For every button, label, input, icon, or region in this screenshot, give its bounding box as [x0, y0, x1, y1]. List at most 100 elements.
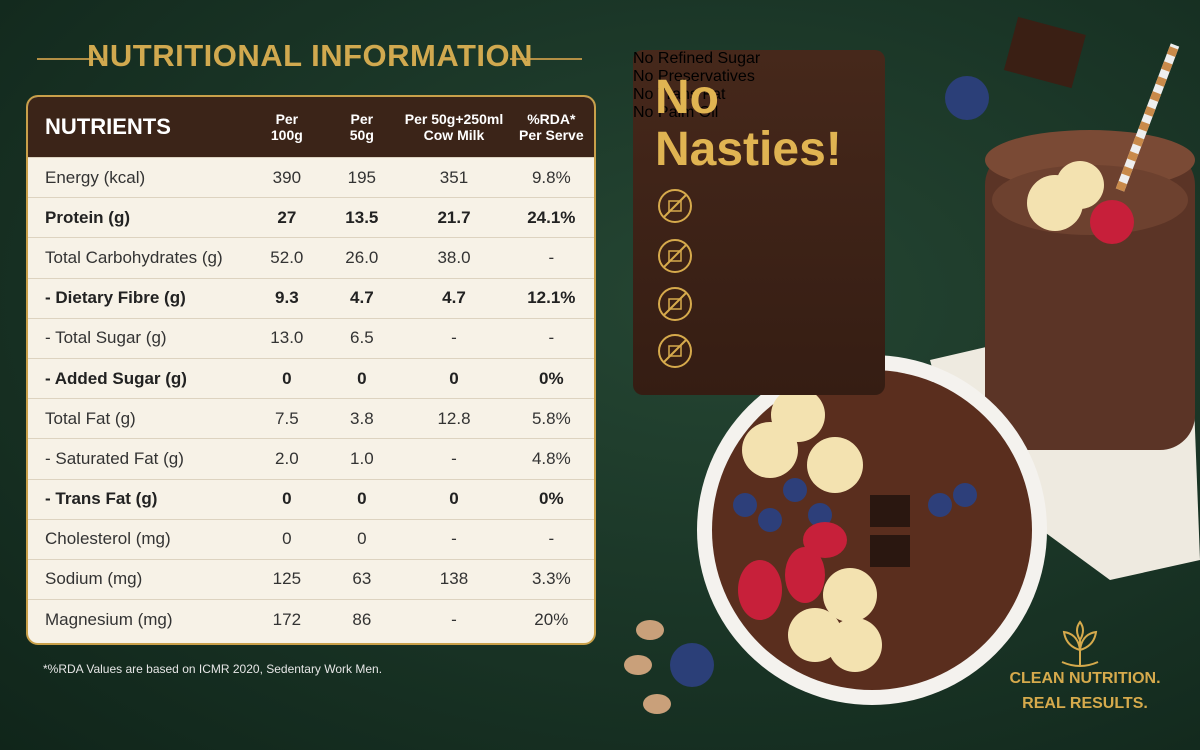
table-row: - Added Sugar (g) 0 0 0 0% [28, 357, 594, 399]
badge-title: No Nasties! [655, 71, 842, 176]
table-cell: 6.5 [324, 317, 400, 359]
table-cell: 0 [249, 478, 325, 520]
header-cell: Per 100g [249, 97, 325, 158]
table-cell: - Dietary Fibre (g) [28, 277, 250, 319]
table-cell: - [508, 237, 594, 279]
table-cell: 3.8 [324, 398, 400, 439]
table-cell: - Trans Fat (g) [28, 478, 250, 520]
table-cell: - Total Sugar (g) [28, 317, 250, 359]
table-cell: - Added Sugar (g) [28, 357, 250, 399]
badge-item: No Palm Oil [633, 104, 719, 121]
table-cell: 0% [508, 478, 594, 520]
table-cell: - [399, 518, 509, 560]
table-cell: 9.8% [508, 156, 594, 198]
table-cell: 0% [508, 357, 594, 399]
table-cell: 3.3% [508, 558, 594, 600]
table-cell: Cholesterol (mg) [28, 518, 250, 560]
tagline: REAL RESULTS. [1022, 695, 1148, 712]
almond [624, 655, 652, 675]
badge-icon [658, 334, 692, 368]
nutrition-table: NUTRIENTS Per 100g Per 50g Per 50g+250ml Co… [26, 95, 596, 645]
table-cell: - Saturated Fat (g) [28, 438, 250, 479]
table-body: Energy (kcal) 390 195 351 9.8% Protein (g) 27 1… [28, 156, 594, 640]
table-cell: - [399, 599, 509, 640]
table-cell: 21.7 [399, 197, 509, 238]
table-cell: 24.1% [508, 197, 594, 238]
table-cell: Total Carbohydrates (g) [28, 237, 250, 279]
blueberry [670, 643, 714, 687]
badge-icon [658, 189, 692, 223]
badge-icon [658, 239, 692, 273]
table-row: Magnesium (mg) 172 86-20% [28, 599, 594, 640]
almond [636, 620, 664, 640]
table-cell: 390 [249, 156, 325, 198]
table-cell: 0 [399, 357, 509, 399]
table-cell: 4.7 [324, 277, 400, 319]
table-cell: 195 [324, 156, 400, 198]
blueberry [945, 76, 989, 120]
table-cell: 1.0 [324, 438, 400, 479]
table-cell: 0 [324, 518, 400, 560]
table-cell: 0 [399, 478, 509, 520]
table: NUTRIENTS Per 100g Per 50g Per 50g+250ml Co… [28, 97, 594, 640]
table-cell: Total Fat (g) [28, 398, 250, 439]
table-cell: 2.0 [249, 438, 325, 479]
table-cell: 12.8 [399, 398, 509, 439]
table-cell: 26.0 [324, 237, 400, 279]
table-cell: 4.8% [508, 438, 594, 479]
badge-item: No Refined Sugar [633, 50, 761, 67]
leaf-icon [1061, 620, 1099, 667]
table-cell: - [399, 317, 509, 359]
table-cell: 12.1% [508, 277, 594, 319]
almond [643, 694, 671, 714]
table-cell: 0 [324, 478, 400, 520]
table-cell: 13.5 [324, 197, 400, 238]
badge-item: No Preservatives [633, 68, 755, 85]
table-cell: 38.0 [399, 237, 509, 279]
oat-bowl [697, 355, 1047, 705]
table-row: Total Fat (g) 7.5 3.8 12.8 5.8% [28, 398, 594, 439]
table-row: - Total Sugar (g) 13.0 6.5- - [28, 317, 594, 359]
table-cell: 9.3 [249, 277, 325, 319]
table-cell: - [399, 438, 509, 479]
table-cell: 20% [508, 599, 594, 640]
table-row: - Trans Fat (g) 0 0 0 0% [28, 478, 594, 520]
table-row: Sodium (mg) 125 63 138 3.3% [28, 558, 594, 600]
table-cell: 138 [399, 558, 509, 600]
table-cell: 0 [249, 357, 325, 399]
table-cell: 86 [324, 599, 400, 640]
table-row: Total Carbohydrates (g) 52.0 26.0 38.0- [28, 237, 594, 279]
badge-item: No Trans Fat [633, 86, 726, 103]
table-cell: Sodium (mg) [28, 558, 250, 600]
no-nasties-badge: No Nasties! No Refined Sugar No Preservat… [633, 50, 885, 395]
table-row: Energy (kcal) 390 195 351 9.8% [28, 156, 594, 198]
table-cell: 27 [249, 197, 325, 238]
table-cell: - [508, 518, 594, 560]
header-cell: Per 50g+250ml Cow Milk [399, 97, 509, 158]
table-cell: Magnesium (mg) [28, 599, 250, 640]
table-cell: 0 [324, 357, 400, 399]
table-cell: 4.7 [399, 277, 509, 319]
table-cell: 7.5 [249, 398, 325, 439]
table-cell: 172 [249, 599, 325, 640]
table-cell: 5.8% [508, 398, 594, 439]
table-cell: 351 [399, 156, 509, 198]
table-row: Protein (g) 27 13.5 21.7 24.1% [28, 197, 594, 238]
header-cell: %RDA* Per Serve [508, 97, 594, 158]
title-rule [37, 58, 103, 60]
title-rule [510, 58, 582, 60]
tagline: CLEAN NUTRITION. [1009, 670, 1161, 687]
footnote: *%RDA Values are based on ICMR 2020, Sed… [43, 662, 383, 676]
table-cell: 125 [249, 558, 325, 600]
smoothie-jar [985, 43, 1195, 450]
badge-icon [658, 287, 692, 321]
header-cell: Per 50g [324, 97, 400, 158]
table-row: Cholesterol (mg) 0 0- - [28, 518, 594, 560]
title: NUTRITIONAL INFORMATION [86, 38, 534, 73]
table-row: - Saturated Fat (g) 2.0 1.0-4.8% [28, 438, 594, 479]
table-cell: Energy (kcal) [28, 156, 250, 198]
header-cell: NUTRIENTS [28, 97, 250, 158]
header-row: NUTRIENTS Per 100g Per 50g Per 50g+250ml Co… [28, 97, 594, 158]
